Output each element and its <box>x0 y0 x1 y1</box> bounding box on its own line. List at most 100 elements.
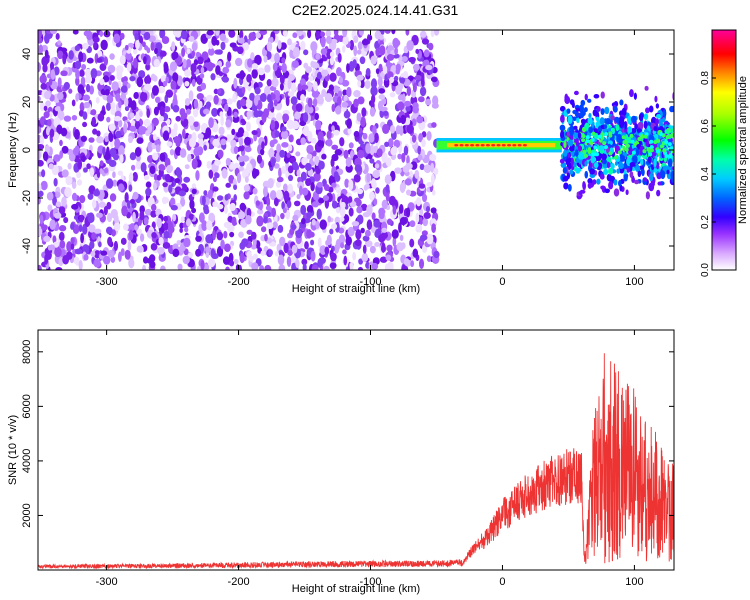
spectrogram-cell <box>67 162 72 170</box>
spectrogram-cell <box>418 183 426 189</box>
spectrogram-cell <box>199 73 205 79</box>
spectrogram-cell <box>96 168 101 178</box>
spectrogram-cell <box>82 42 89 50</box>
spectrogram-cell <box>592 179 597 185</box>
spectrogram-cell <box>368 133 375 143</box>
spectrogram-cell <box>285 209 291 220</box>
spectrogram-cell <box>277 40 282 50</box>
snr-y-ticks: 2000 4000 6000 8000 <box>21 340 674 528</box>
spectrogram-cell <box>371 94 376 104</box>
spectrogram-cell <box>58 257 64 267</box>
spectrogram-cell <box>361 107 367 118</box>
spectrogram-cell <box>414 74 422 80</box>
spectrogram-cell <box>129 223 136 231</box>
spectrogram-cell <box>88 224 96 233</box>
spectrogram-cell <box>251 129 258 136</box>
spectrogram-cell <box>614 161 618 166</box>
spectrogram-cell <box>255 127 261 138</box>
spectrogram-cell <box>318 257 326 265</box>
spectrogram-cell <box>416 115 424 124</box>
spectrogram-cell <box>409 238 415 248</box>
spectrogram-cell <box>304 241 309 250</box>
spectrogram-cell <box>326 138 333 147</box>
spectrogram-cell <box>118 145 125 157</box>
spectrogram-cell <box>244 146 252 153</box>
spectrogram-cell <box>179 183 188 192</box>
spectrogram-cell <box>320 48 328 55</box>
spectrogram-cell <box>257 81 263 88</box>
spectrogram-cell <box>82 121 88 128</box>
spectrogram-cell <box>191 78 196 87</box>
spectrogram-cell <box>573 90 579 96</box>
snr-y-label: SNR (10 * v/v) <box>7 415 19 485</box>
spectrogram-cell <box>287 183 294 194</box>
spectrogram-cell <box>644 85 649 91</box>
spectrogram-cell <box>246 110 253 118</box>
spectrogram-cell <box>354 239 362 247</box>
spectrogram-cell <box>271 207 277 218</box>
spectrogram-cell <box>210 73 216 81</box>
spectrogram-cell <box>231 128 236 136</box>
spectrogram-cell <box>289 157 297 163</box>
spectrogram-cell <box>236 172 242 184</box>
spectrogram-cell <box>162 242 171 249</box>
spectrogram-cell <box>225 157 231 166</box>
spectrogram-cell <box>581 138 586 143</box>
spectrogram-cell <box>373 219 381 228</box>
spectrogram-cell <box>617 180 622 187</box>
spectrogram-cell <box>63 81 70 90</box>
spectrogram-cell <box>178 190 187 197</box>
spectrogram-cell <box>600 108 605 116</box>
spectrogram-cell <box>392 146 398 154</box>
spectrogram-cell <box>273 163 280 169</box>
spectrogram-cell <box>232 115 240 123</box>
spectrogram-cell <box>113 240 119 251</box>
spectrogram-cell <box>588 113 592 119</box>
spectrogram-cell <box>143 118 151 127</box>
spectrogram-cell <box>206 30 214 36</box>
x-tick-label: -100 <box>359 276 381 288</box>
spectrogram-cell <box>283 190 290 202</box>
spectrogram-cell <box>342 30 348 38</box>
x-tick-label: -300 <box>96 276 118 288</box>
spectrogram-cell <box>604 131 609 136</box>
spectrogram-cell <box>378 94 386 100</box>
spectrogram-cell <box>83 254 89 261</box>
spectrogram-cell <box>281 142 289 148</box>
spectrogram-cell <box>85 75 93 84</box>
spectrogram-cell <box>79 214 84 223</box>
spectrogram-cell <box>223 243 231 252</box>
spectrogram-cell <box>369 144 375 156</box>
spectrogram-cell <box>643 137 647 143</box>
spectrogram-cell <box>566 131 570 138</box>
spectrogram-cell <box>229 202 236 212</box>
spectrogram-cell <box>587 98 592 103</box>
spectrogram-cell <box>604 106 610 115</box>
spectrogram-cell <box>287 78 292 90</box>
x-tick-label: -300 <box>96 576 118 588</box>
spectrogram-cell <box>38 30 43 39</box>
spectrogram-cell <box>616 168 621 174</box>
spectrogram-cell <box>237 211 246 220</box>
spectrogram-cell <box>197 137 204 147</box>
spectrogram-cell <box>431 122 437 128</box>
spectrogram-cell <box>637 170 642 178</box>
spectrogram-cell <box>286 152 291 158</box>
spectrogram-cell <box>162 197 170 204</box>
spectrogram-cell <box>347 226 355 237</box>
spectrogram-cell <box>229 231 235 238</box>
spectrogram-cell <box>49 111 53 119</box>
spectrogram-marks <box>38 30 674 270</box>
spectrogram-cell <box>78 260 83 270</box>
spectrogram-cell <box>134 224 139 231</box>
spectrogram-cell <box>186 108 191 115</box>
spectrogram-cell <box>300 171 307 181</box>
spectrogram-cell <box>305 66 312 74</box>
spectrogram-cell <box>318 197 325 204</box>
spectrogram-cell <box>153 75 158 82</box>
spectrogram-cell <box>638 113 644 122</box>
snr-x-label: Height of straight line (km) <box>292 583 420 595</box>
spectrogram-cell <box>153 173 158 181</box>
spectrogram-cell <box>426 181 433 187</box>
spectrogram-cell <box>375 47 380 57</box>
